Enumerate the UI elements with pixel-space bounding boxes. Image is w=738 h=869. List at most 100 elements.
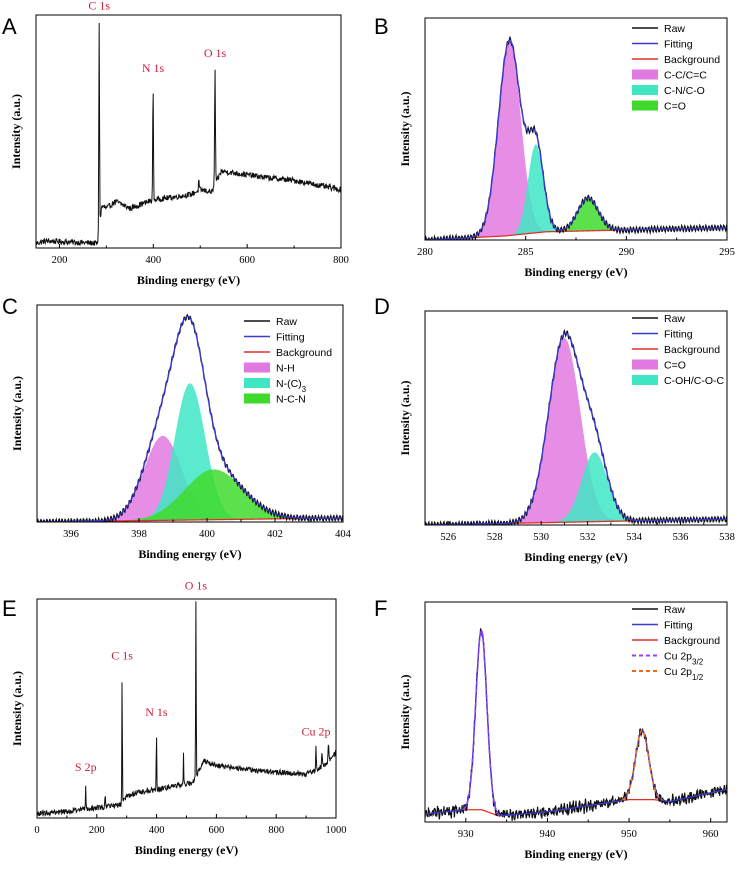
legend-item-0-label: Raw xyxy=(664,23,685,35)
x-tick-label: 526 xyxy=(440,532,456,543)
x-tick-label: 536 xyxy=(673,532,689,543)
x-tick-label: 940 xyxy=(540,829,556,840)
x-tick-label: 402 xyxy=(267,529,283,540)
plot-frame xyxy=(36,304,344,523)
plot-area xyxy=(37,313,343,522)
legend-item-3-label: C-C/C=C xyxy=(664,70,707,82)
component-0 xyxy=(425,40,727,240)
legend-item-2-label: Background xyxy=(276,347,332,359)
component-dash-1 xyxy=(621,729,663,801)
peak-label-0: C 1s xyxy=(88,0,110,13)
legend-item-1-label: Fitting xyxy=(664,39,693,51)
x-tick-label: 534 xyxy=(626,532,643,543)
y-axis-title: Intensity (a.u.) xyxy=(10,376,24,451)
peak-label-4: Cu 2p xyxy=(301,724,330,738)
component-1 xyxy=(37,383,343,522)
legend-item-0-label: Raw xyxy=(664,604,685,616)
x-tick-label: 280 xyxy=(417,247,433,258)
fitting-curve xyxy=(425,332,727,525)
legend: Raw Fitting Background Cu 2p3/2Cu 2p1/2 xyxy=(632,604,720,682)
x-axis-title: Binding energy (eV) xyxy=(524,847,627,861)
x-tick-label: 396 xyxy=(63,529,79,540)
legend: Raw Fitting Background N-H N-(C)3N-C-N xyxy=(244,316,332,406)
x-tick-label: 950 xyxy=(621,829,637,840)
peak-label-2: N 1s xyxy=(145,705,168,719)
fitting-curve xyxy=(37,315,343,522)
peak-label-3: O 1s xyxy=(185,578,208,592)
panel-d: Raw Fitting Background C=O C-OH/C-O-C 526 528 5… xyxy=(374,294,735,564)
x-tick-label: 400 xyxy=(145,255,161,266)
raw-spectrum xyxy=(36,23,341,247)
x-tick-label: 538 xyxy=(719,532,735,543)
x-tick-label: 800 xyxy=(268,825,284,836)
peak-label-1: C 1s xyxy=(111,648,133,662)
x-tick-label: 400 xyxy=(149,825,165,836)
legend-item-3-swatch xyxy=(244,362,270,373)
plot-frame xyxy=(424,17,728,241)
x-tick-label: 960 xyxy=(703,829,719,840)
plot-area xyxy=(425,35,727,240)
legend-item-1-label: Fitting xyxy=(664,329,693,341)
panel-e: S 2p C 1s N 1s O 1s Cu 2p 0 200 400 600 800 1000 Bi… xyxy=(2,578,347,857)
y-axis-title: Intensity (a.u.) xyxy=(9,94,23,169)
x-tick-label: 400 xyxy=(199,529,215,540)
x-tick-label: 398 xyxy=(131,529,147,540)
plot-frame xyxy=(424,310,728,526)
x-tick-label: 1000 xyxy=(326,825,347,836)
x-axis-title: Binding energy (eV) xyxy=(138,547,241,561)
plot-area xyxy=(37,601,336,817)
component-2 xyxy=(37,469,343,522)
plot-area xyxy=(425,628,727,822)
peak-label-2: O 1s xyxy=(204,46,227,60)
legend-item-5-label: C=O xyxy=(664,101,686,113)
legend-item-4-swatch xyxy=(632,85,658,95)
legend-item-0-label: Raw xyxy=(276,316,297,328)
plot-area xyxy=(425,328,727,525)
legend-item-3-label: N-H xyxy=(276,363,295,375)
y-axis-title: Intensity (a.u.) xyxy=(398,91,412,166)
legend-item-4-label: C-N/C-O xyxy=(664,85,705,97)
component-0 xyxy=(425,337,727,525)
raw-spectrum xyxy=(37,601,336,817)
legend-item-3-swatch xyxy=(632,69,658,80)
x-axis-title: Binding energy (eV) xyxy=(137,273,240,287)
legend-item-4-label: Cu 2p1/2 xyxy=(664,666,704,682)
x-tick-label: 530 xyxy=(533,532,549,543)
fitting-curve xyxy=(425,39,727,240)
legend-item-4-swatch xyxy=(244,378,270,388)
panel-letter: D xyxy=(374,294,390,319)
legend-item-5-swatch xyxy=(244,393,270,404)
legend-item-0-label: Raw xyxy=(664,313,685,325)
x-tick-label: 532 xyxy=(580,532,596,543)
y-axis-title: Intensity (a.u.) xyxy=(398,380,412,455)
legend-item-1-label: Fitting xyxy=(276,332,305,344)
x-tick-label: 290 xyxy=(618,247,634,258)
plot-area xyxy=(36,23,341,247)
x-tick-label: 930 xyxy=(458,829,474,840)
y-axis-title: Intensity (a.u.) xyxy=(10,671,24,746)
legend-item-2-label: Background xyxy=(664,344,720,356)
raw-spectrum xyxy=(37,313,343,522)
legend-item-3-swatch xyxy=(632,359,658,370)
legend-item-2-label: Background xyxy=(664,635,720,647)
x-tick-label: 800 xyxy=(333,255,349,266)
x-axis-title: Binding energy (eV) xyxy=(524,265,627,279)
x-axis-title: Binding energy (eV) xyxy=(135,843,238,857)
plot-frame xyxy=(424,601,728,823)
legend: Raw Fitting Background C-C/C=C C-N/C-O C=O xyxy=(632,23,720,113)
component-1 xyxy=(425,452,727,525)
component-dash-0 xyxy=(462,629,500,816)
panel-letter: E xyxy=(2,596,17,621)
legend-item-5-swatch xyxy=(632,100,658,111)
legend-item-4-label: N-(C)3 xyxy=(276,378,307,394)
x-tick-label: 0 xyxy=(34,825,39,836)
x-tick-label: 200 xyxy=(52,255,68,266)
panel-c: Raw Fitting Background N-H N-(C)3N-C-N 396 398… xyxy=(2,294,352,561)
panel-f: Raw Fitting Background Cu 2p3/2Cu 2p1/2 930 9… xyxy=(374,596,728,861)
legend-item-1-label: Fitting xyxy=(664,620,693,632)
x-axis-title: Binding energy (eV) xyxy=(524,550,627,564)
panel-letter: C xyxy=(2,294,18,319)
panel-b: Raw Fitting Background C-C/C=C C-N/C-O C=O 280… xyxy=(374,14,735,279)
legend-item-2-label: Background xyxy=(664,54,720,66)
